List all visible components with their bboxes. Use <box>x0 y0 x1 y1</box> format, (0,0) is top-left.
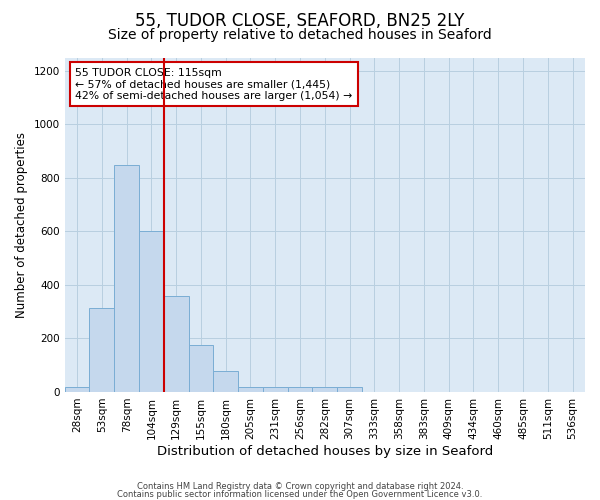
Bar <box>263 386 287 392</box>
Bar <box>164 296 188 392</box>
Y-axis label: Number of detached properties: Number of detached properties <box>15 132 28 318</box>
Bar <box>65 386 89 392</box>
Bar <box>114 164 139 392</box>
Bar <box>89 308 114 392</box>
Text: 55, TUDOR CLOSE, SEAFORD, BN25 2LY: 55, TUDOR CLOSE, SEAFORD, BN25 2LY <box>136 12 464 30</box>
Bar <box>287 386 313 392</box>
Text: Contains public sector information licensed under the Open Government Licence v3: Contains public sector information licen… <box>118 490 482 499</box>
Text: Contains HM Land Registry data © Crown copyright and database right 2024.: Contains HM Land Registry data © Crown c… <box>137 482 463 491</box>
Bar <box>238 386 263 392</box>
Text: Size of property relative to detached houses in Seaford: Size of property relative to detached ho… <box>108 28 492 42</box>
Bar <box>337 386 362 392</box>
Bar <box>313 386 337 392</box>
Bar <box>188 345 214 392</box>
X-axis label: Distribution of detached houses by size in Seaford: Distribution of detached houses by size … <box>157 444 493 458</box>
Bar <box>139 232 164 392</box>
Text: 55 TUDOR CLOSE: 115sqm
← 57% of detached houses are smaller (1,445)
42% of semi-: 55 TUDOR CLOSE: 115sqm ← 57% of detached… <box>75 68 352 100</box>
Bar <box>214 370 238 392</box>
